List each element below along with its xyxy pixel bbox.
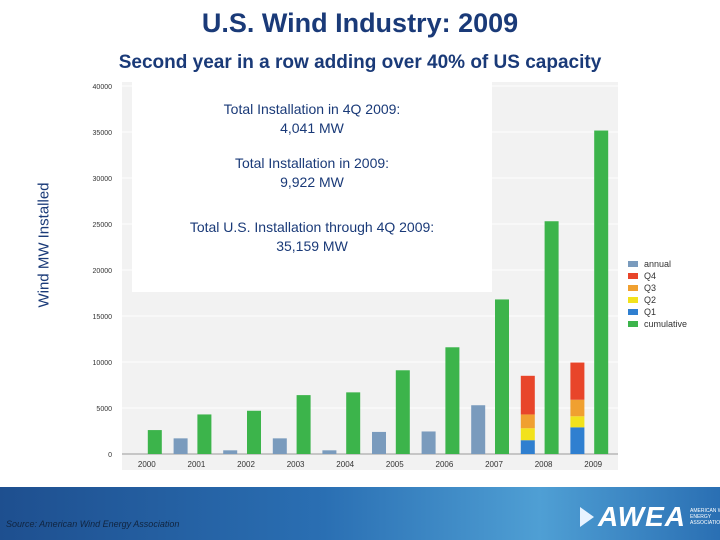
annotation-box: Total Installation in 4Q 2009: 4,041 MW … xyxy=(132,82,492,292)
x-tick-label: 2005 xyxy=(386,460,404,469)
bar-q1-2009 xyxy=(570,427,585,454)
bar-cumulative-2008 xyxy=(544,221,559,454)
logo-wordmark: AWEA xyxy=(598,501,686,532)
logo-arrow-icon xyxy=(580,507,594,527)
legend-item-q4: Q4 xyxy=(628,270,687,282)
legend-label: Q4 xyxy=(644,271,657,281)
bar-cumulative-2001 xyxy=(197,414,212,454)
x-tick-label: 2004 xyxy=(336,460,354,469)
x-tick-label: 2002 xyxy=(237,460,255,469)
legend-item-cumulative: cumulative xyxy=(628,318,687,330)
legend-item-q3: Q3 xyxy=(628,282,687,294)
legend-item-q2: Q2 xyxy=(628,294,687,306)
slide-title: U.S. Wind Industry: 2009 xyxy=(201,8,519,38)
bar-cumulative-2004 xyxy=(346,392,361,454)
bar-cumulative-2003 xyxy=(296,395,311,454)
y-tick-label: 5000 xyxy=(96,406,112,413)
bar-q1-2008 xyxy=(520,440,535,454)
bar-cumulative-2007 xyxy=(495,299,509,454)
legend-swatch xyxy=(628,309,638,315)
y-tick-label: 0 xyxy=(108,452,112,459)
annotation-4q-title: Total Installation in 4Q 2009: xyxy=(223,101,401,117)
chart-legend: annual Q4 Q3 Q2 Q1 cumulative xyxy=(628,258,687,330)
legend-swatch xyxy=(628,321,638,327)
legend-label: Q2 xyxy=(644,295,657,305)
x-tick-label: 2006 xyxy=(436,460,454,469)
x-tick-label: 2009 xyxy=(584,460,602,469)
annotation-2009: Total Installation in 2009: 9,922 MW xyxy=(132,154,492,192)
annotation-total-value: 35,159 MW xyxy=(276,238,348,254)
bar-annual-2002 xyxy=(223,450,238,454)
bar-annual-2005 xyxy=(372,431,386,454)
legend-swatch xyxy=(628,261,638,267)
legend-swatch xyxy=(628,285,638,291)
y-tick-label: 35000 xyxy=(93,130,113,137)
bar-annual-2003 xyxy=(272,438,287,454)
annotation-2009-value: 9,922 MW xyxy=(280,174,344,190)
bar-annual-2004 xyxy=(322,450,337,454)
legend-label: Q1 xyxy=(644,307,657,317)
legend-label: cumulative xyxy=(644,319,688,329)
bar-annual-2007 xyxy=(471,405,486,454)
bar-q3-2009 xyxy=(570,399,585,417)
bar-cumulative-2005 xyxy=(395,370,410,454)
legend-label: annual xyxy=(644,259,672,269)
y-tick-label: 40000 xyxy=(93,84,113,91)
bar-annual-2001 xyxy=(173,438,188,454)
y-tick-label: 10000 xyxy=(93,360,113,367)
bar-q2-2009 xyxy=(570,416,585,428)
y-axis-label: Wind MW Installed xyxy=(35,182,53,308)
legend-item-q1: Q1 xyxy=(628,306,687,318)
legend-label: Q3 xyxy=(644,283,657,293)
y-tick-label: 20000 xyxy=(93,268,113,275)
bar-q4-2008 xyxy=(520,375,535,415)
annotation-total-title: Total U.S. Installation through 4Q 2009: xyxy=(189,219,435,235)
annotation-2009-title: Total Installation in 2009: xyxy=(234,155,390,171)
legend-swatch xyxy=(628,297,638,303)
x-tick-label: 2007 xyxy=(485,460,503,469)
bar-q3-2008 xyxy=(520,414,535,429)
bar-q2-2008 xyxy=(520,428,535,441)
bar-q4-2009 xyxy=(570,362,585,400)
y-tick-label: 30000 xyxy=(93,176,113,183)
bar-cumulative-2000 xyxy=(147,430,162,454)
legend-swatch xyxy=(628,273,638,279)
x-tick-label: 2000 xyxy=(138,460,156,469)
logo-tagline: AMERICAN WIND ENERGY ASSOCIATION xyxy=(690,508,720,526)
y-tick-label: 15000 xyxy=(93,314,113,321)
slide-subtitle: Second year in a row adding over 40% of … xyxy=(118,52,602,73)
awea-logo: AWEA AMERICAN WIND ENERGY ASSOCIATION xyxy=(580,500,720,534)
annotation-4q: Total Installation in 4Q 2009: 4,041 MW xyxy=(132,100,492,138)
source-note: Source: American Wind Energy Association xyxy=(6,519,180,529)
bar-cumulative-2006 xyxy=(445,347,460,454)
bar-cumulative-2002 xyxy=(247,410,261,454)
x-tick-label: 2008 xyxy=(535,460,553,469)
annotation-total: Total U.S. Installation through 4Q 2009:… xyxy=(132,218,492,256)
legend-item-annual: annual xyxy=(628,258,687,270)
bar-annual-2006 xyxy=(421,431,436,454)
bar-cumulative-2009 xyxy=(594,130,609,454)
footer-bar xyxy=(0,487,720,540)
y-tick-label: 25000 xyxy=(93,222,113,229)
x-tick-label: 2001 xyxy=(188,460,206,469)
annotation-4q-value: 4,041 MW xyxy=(280,120,344,136)
x-tick-label: 2003 xyxy=(287,460,305,469)
